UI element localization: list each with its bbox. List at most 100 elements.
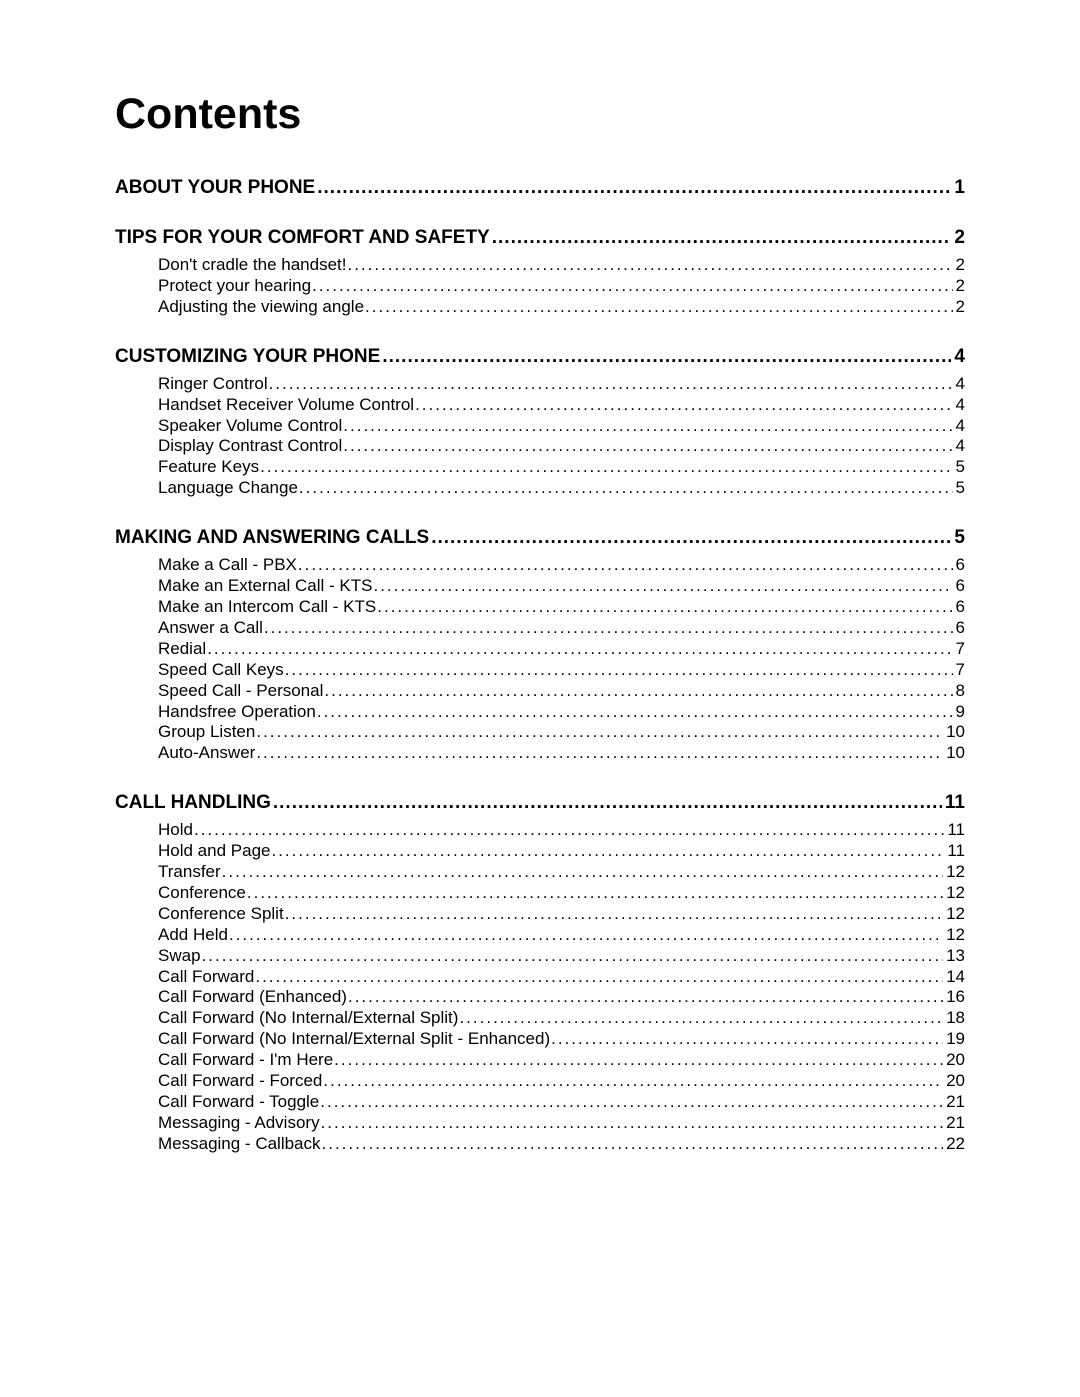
toc-item: Call Forward 14 [158,967,965,988]
toc-item: Make a Call - PBX 6 [158,555,965,576]
leader-dots [317,702,953,723]
toc-item-page: 4 [953,395,965,416]
leader-dots [321,1113,944,1134]
toc-item-page: 4 [953,374,965,395]
leader-dots [365,297,953,318]
toc-item-label: Speaker Volume Control [158,416,343,437]
toc-item-page: 21 [943,1113,965,1134]
leader-dots [373,576,952,597]
toc-item-page: 16 [943,987,965,1008]
toc-item-page: 19 [943,1029,965,1050]
toc-item-label: Speed Call - Personal [158,681,324,702]
toc-section-page: 11 [942,792,965,814]
toc-item: Hold 11 [158,820,965,841]
toc-item: Call Forward - I'm Here 20 [158,1050,965,1071]
toc-item-page: 22 [943,1134,965,1155]
toc-container: ABOUT YOUR PHONE 1 TIPS FOR YOUR COMFORT … [115,177,965,1155]
toc-item-page: 11 [944,841,965,862]
toc-item: Messaging - Advisory 21 [158,1113,965,1134]
toc-item-page: 6 [953,597,965,618]
leader-dots [256,743,943,764]
toc-item-label: Conference [158,883,247,904]
toc-item-label: Hold [158,820,194,841]
toc-item: Redial 7 [158,639,965,660]
leader-dots [324,681,952,702]
toc-section-heading: TIPS FOR YOUR COMFORT AND SAFETY 2 [115,227,965,249]
toc-item: Handsfree Operation 9 [158,702,965,723]
toc-item-page: 2 [953,297,965,318]
toc-item: Group Listen 10 [158,722,965,743]
toc-item-page: 12 [943,862,965,883]
leader-dots [320,1092,943,1113]
leader-dots [229,925,943,946]
toc-item: Conference Split 12 [158,904,965,925]
toc-item-page: 20 [943,1050,965,1071]
toc-item-page: 10 [943,743,965,764]
leader-dots [459,1008,943,1029]
leader-dots [323,1071,943,1092]
toc-item: Handset Receiver Volume Control 4 [158,395,965,416]
leader-dots [317,177,951,199]
toc-section-heading: CALL HANDLING 11 [115,792,965,814]
leader-dots [247,883,943,904]
toc-section: TIPS FOR YOUR COMFORT AND SAFETY 2 Don't … [115,227,965,318]
toc-items: Hold 11Hold and Page 11Transfer 12Confer… [115,820,965,1155]
toc-item-label: Call Forward - I'm Here [158,1050,334,1071]
toc-section: ABOUT YOUR PHONE 1 [115,177,965,199]
toc-item: Make an Intercom Call - KTS 6 [158,597,965,618]
toc-item-label: Call Forward (No Internal/External Split… [158,1008,459,1029]
toc-item: Answer a Call 6 [158,618,965,639]
toc-item-page: 14 [943,967,965,988]
leader-dots [207,639,952,660]
toc-item: Make an External Call - KTS 6 [158,576,965,597]
toc-section-heading: MAKING AND ANSWERING CALLS 5 [115,527,965,549]
toc-item-page: 13 [943,946,965,967]
toc-item: Speaker Volume Control 4 [158,416,965,437]
leader-dots [255,967,943,988]
toc-item-label: Make a Call - PBX [158,555,298,576]
toc-item: Call Forward - Forced 20 [158,1071,965,1092]
toc-section-heading: CUSTOMIZING YOUR PHONE 4 [115,346,965,368]
toc-item: Messaging - Callback 22 [158,1134,965,1155]
toc-section-page: 1 [951,177,965,199]
toc-item-page: 2 [953,276,965,297]
toc-item-label: Hold and Page [158,841,271,862]
toc-item-label: Call Forward - Forced [158,1071,323,1092]
toc-item-page: 21 [943,1092,965,1113]
leader-dots [312,276,952,297]
toc-item: Transfer 12 [158,862,965,883]
toc-item-page: 4 [953,416,965,437]
toc-item-page: 12 [943,883,965,904]
toc-item-label: Feature Keys [158,457,260,478]
toc-item: Add Held 12 [158,925,965,946]
toc-item-label: Don't cradle the handset! [158,255,347,276]
toc-item-label: Transfer [158,862,222,883]
toc-item-label: Auto-Answer [158,743,256,764]
toc-item-label: Conference Split [158,904,285,925]
toc-item: Call Forward (No Internal/External Split… [158,1008,965,1029]
toc-section-label: MAKING AND ANSWERING CALLS [115,527,431,549]
toc-item-label: Messaging - Callback [158,1134,322,1155]
toc-item-page: 9 [953,702,965,723]
toc-item-label: Handsfree Operation [158,702,317,723]
toc-section-label: CALL HANDLING [115,792,273,814]
toc-item: Ringer Control 4 [158,374,965,395]
toc-item-page: 6 [953,555,965,576]
toc-section-page: 2 [951,227,965,249]
leader-dots [260,457,952,478]
toc-item-page: 18 [943,1008,965,1029]
toc-item-label: Handset Receiver Volume Control [158,395,415,416]
toc-item-label: Call Forward (Enhanced) [158,987,348,1008]
toc-item-label: Swap [158,946,202,967]
leader-dots [347,255,952,276]
toc-item-page: 2 [953,255,965,276]
toc-item-page: 11 [944,820,965,841]
toc-item: Speed Call - Personal 8 [158,681,965,702]
toc-item: Don't cradle the handset! 2 [158,255,965,276]
toc-section: CALL HANDLING 11Hold 11Hold and Page 11T… [115,792,965,1155]
toc-item-label: Group Listen [158,722,256,743]
page-title: Contents [115,90,965,139]
toc-item-label: Call Forward (No Internal/External Split… [158,1029,551,1050]
leader-dots [343,416,952,437]
leader-dots [382,346,951,368]
